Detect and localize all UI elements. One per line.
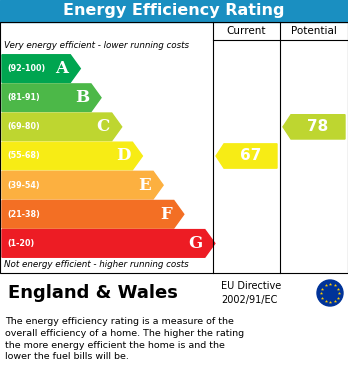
- Text: G: G: [189, 235, 203, 252]
- Polygon shape: [283, 115, 345, 139]
- Text: (39-54): (39-54): [7, 181, 40, 190]
- Text: Very energy efficient - lower running costs: Very energy efficient - lower running co…: [4, 41, 189, 50]
- Text: A: A: [55, 60, 68, 77]
- Bar: [0, 22, 348, 273]
- Text: EU Directive
2002/91/EC: EU Directive 2002/91/EC: [221, 281, 281, 305]
- Text: (21-38): (21-38): [7, 210, 40, 219]
- Text: D: D: [116, 147, 130, 165]
- Text: 67: 67: [240, 149, 261, 163]
- Polygon shape: [2, 55, 80, 83]
- Text: C: C: [96, 118, 110, 135]
- Text: (81-91): (81-91): [7, 93, 40, 102]
- Text: The energy efficiency rating is a measure of the
overall efficiency of a home. T: The energy efficiency rating is a measur…: [5, 317, 244, 361]
- Text: F: F: [160, 206, 172, 223]
- Bar: [0, 0, 348, 22]
- Text: B: B: [75, 89, 89, 106]
- Text: (69-80): (69-80): [7, 122, 40, 131]
- Polygon shape: [2, 230, 215, 257]
- Polygon shape: [2, 113, 122, 141]
- Text: 78: 78: [307, 119, 329, 135]
- Text: (92-100): (92-100): [7, 64, 45, 73]
- Polygon shape: [216, 144, 277, 168]
- Text: E: E: [139, 177, 151, 194]
- Text: (1-20): (1-20): [7, 239, 34, 248]
- Circle shape: [317, 280, 343, 306]
- Text: (55-68): (55-68): [7, 151, 40, 160]
- Text: Current: Current: [227, 26, 266, 36]
- Polygon shape: [2, 171, 163, 199]
- Polygon shape: [2, 201, 184, 228]
- Polygon shape: [2, 84, 101, 111]
- Text: Energy Efficiency Rating: Energy Efficiency Rating: [63, 4, 285, 18]
- Text: England & Wales: England & Wales: [8, 284, 178, 302]
- Text: Potential: Potential: [291, 26, 337, 36]
- Text: Not energy efficient - higher running costs: Not energy efficient - higher running co…: [4, 260, 189, 269]
- Bar: [0, 273, 348, 313]
- Polygon shape: [2, 142, 142, 170]
